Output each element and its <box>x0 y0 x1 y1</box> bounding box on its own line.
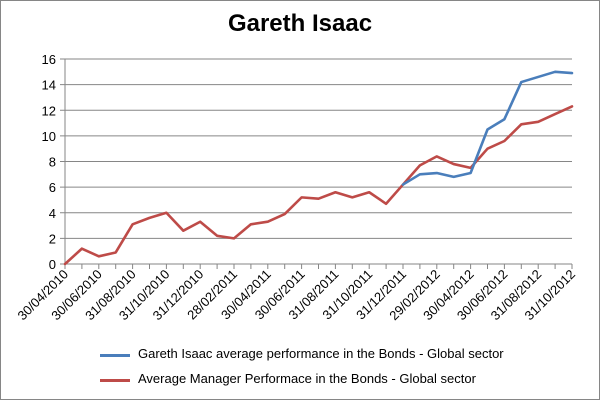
gridlines <box>65 58 572 239</box>
chart-title: Gareth Isaac <box>227 10 373 37</box>
legend-label-gareth-isaac: Gareth Isaac average performance in the … <box>138 346 504 361</box>
y-tick-label: 8 <box>49 155 56 170</box>
y-tick-label: 16 <box>42 52 56 67</box>
series-line-average-manager <box>63 105 574 266</box>
y-tick-label: 14 <box>42 78 56 93</box>
y-tick-label: 10 <box>42 129 56 144</box>
series-lines <box>63 70 574 266</box>
x-tick-labels: 30/04/201030/06/201031/08/201031/10/2010… <box>14 267 578 324</box>
axes <box>60 58 573 269</box>
legend-entry-average-manager: Average Manager Performace in the Bonds … <box>100 370 580 390</box>
y-tick-label: 4 <box>49 206 56 221</box>
y-tick-label: 12 <box>42 103 56 118</box>
y-tick-label: 2 <box>49 231 56 246</box>
y-tick-label: 6 <box>49 180 56 195</box>
legend-swatch-average-manager <box>100 379 130 382</box>
legend-swatch-gareth-isaac <box>100 354 130 357</box>
legend-entry-gareth-isaac: Gareth Isaac average performance in the … <box>100 345 580 365</box>
y-tick-label: 0 <box>49 257 56 272</box>
y-tick-labels: 0 2 4 6 8 10 12 14 16 <box>42 52 56 272</box>
series-line-gareth-isaac <box>401 70 574 186</box>
legend-label-average-manager: Average Manager Performace in the Bonds … <box>138 371 476 386</box>
